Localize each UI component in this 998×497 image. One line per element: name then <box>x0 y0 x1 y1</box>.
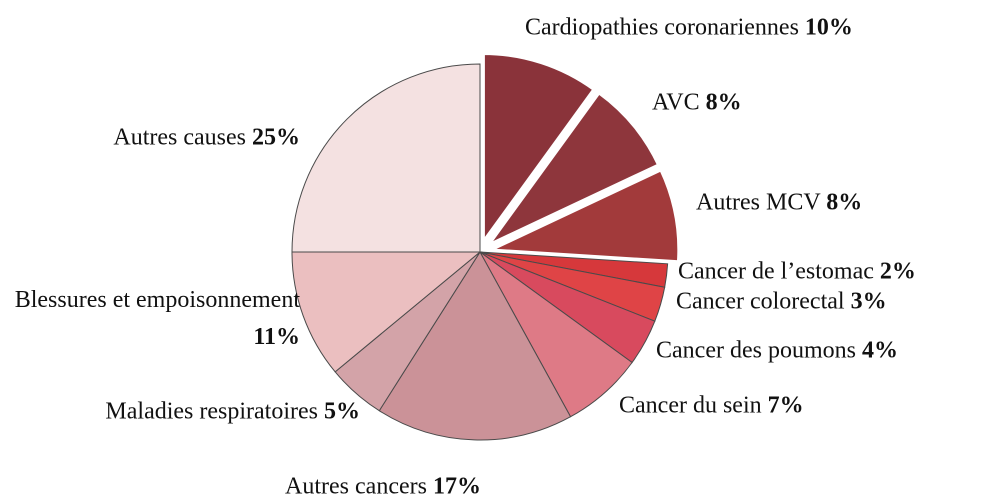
slice-label: Cancer colorectal 3% <box>676 284 887 321</box>
pie-slice <box>487 90 661 247</box>
value-label: 10% <box>804 14 853 41</box>
slice-label: Blessures et empoisonnement 11% <box>0 282 300 356</box>
value-label: 8% <box>705 89 742 116</box>
category-label: Cancer du sein <box>619 392 762 419</box>
slice-label: Cancer du sein 7% <box>619 388 804 425</box>
category-label: Maladies respiratoires <box>105 398 318 425</box>
slice-label: Maladies respiratoires 5% <box>105 394 360 431</box>
slice-label: Cardiopathies coronariennes 10% <box>525 10 853 47</box>
value-label: 4% <box>861 337 898 364</box>
value-label: 8% <box>826 189 863 216</box>
slice-label: Cancer de l’estomac 2% <box>678 254 916 291</box>
slice-label: Autres causes 25% <box>113 120 300 157</box>
category-label: Blessures et empoisonnement <box>14 287 300 313</box>
category-label: Autres cancers <box>285 473 427 497</box>
value-label: 25% <box>252 124 300 151</box>
category-label: AVC <box>652 89 700 116</box>
slice-label: AVC 8% <box>652 85 742 122</box>
category-label: Cancer des poumons <box>656 337 856 364</box>
value-label: 7% <box>767 392 804 419</box>
pie-slice <box>378 251 572 441</box>
value-label: 5% <box>324 398 360 425</box>
value-label: 3% <box>850 288 887 315</box>
category-label: Autres MCV <box>696 189 821 216</box>
value-label: 17% <box>432 473 481 497</box>
value-label: 11% <box>253 324 300 350</box>
pie-slice <box>291 63 481 253</box>
slice-label: Autres MCV 8% <box>696 185 862 222</box>
slice-label: Cancer des poumons 4% <box>656 333 898 370</box>
pie-slice <box>481 52 596 247</box>
value-label: 2% <box>879 258 916 285</box>
slice-label: Autres cancers 17% <box>285 469 481 497</box>
category-label: Cardiopathies coronariennes <box>525 14 799 41</box>
pie-slice <box>291 251 482 373</box>
category-label: Cancer colorectal <box>676 288 845 315</box>
pie-slice <box>490 167 681 264</box>
category-label: Autres causes <box>113 124 246 151</box>
category-label: Cancer de l’estomac <box>678 258 874 285</box>
